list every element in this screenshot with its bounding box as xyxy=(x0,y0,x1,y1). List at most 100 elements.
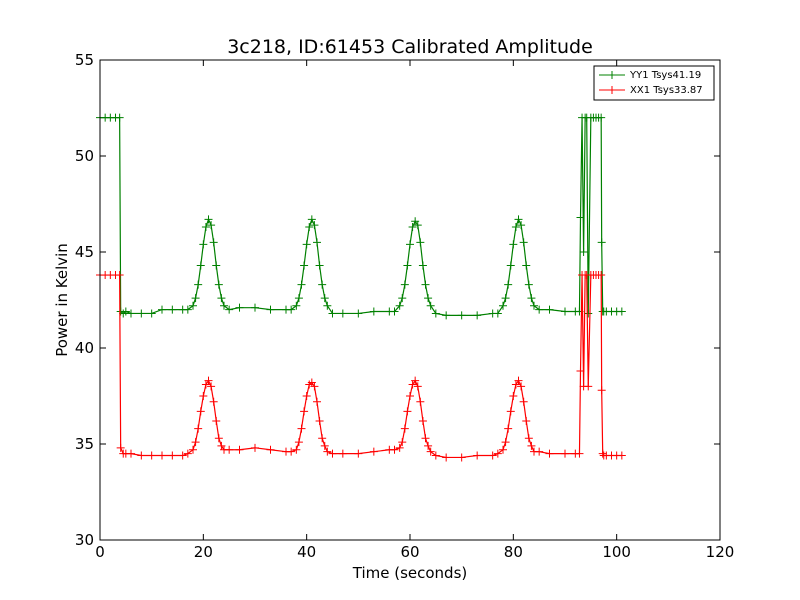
data-point xyxy=(225,445,234,454)
data-point xyxy=(191,294,200,303)
data-point xyxy=(189,445,197,454)
data-point xyxy=(398,294,407,303)
x-tick-label: 0 xyxy=(95,543,105,561)
data-point xyxy=(524,280,533,289)
data-point xyxy=(403,261,412,270)
data-point xyxy=(431,309,440,318)
data-point xyxy=(418,261,427,270)
data-point xyxy=(535,447,544,456)
data-point xyxy=(535,305,544,314)
data-point xyxy=(493,449,502,458)
data-point xyxy=(584,382,593,391)
data-point xyxy=(147,451,156,460)
data-point xyxy=(147,309,156,318)
data-point xyxy=(390,307,399,316)
data-point xyxy=(294,438,303,447)
data-point xyxy=(421,434,430,443)
data-point xyxy=(509,240,518,249)
data-point xyxy=(315,416,324,425)
data-point xyxy=(514,376,523,385)
series-line-1 xyxy=(100,274,622,459)
data-point xyxy=(597,271,606,280)
data-point xyxy=(137,451,146,460)
data-point xyxy=(597,386,606,395)
data-point xyxy=(323,301,332,310)
x-tick-label: 40 xyxy=(297,543,316,561)
plot-frame xyxy=(99,59,721,541)
data-point xyxy=(509,392,518,400)
data-point xyxy=(338,449,347,458)
data-point xyxy=(225,305,234,314)
data-point xyxy=(442,453,451,462)
data-point xyxy=(527,441,536,450)
data-point xyxy=(183,305,192,314)
y-tick-label: 45 xyxy=(75,243,94,261)
data-point xyxy=(499,301,507,310)
data-point xyxy=(199,240,208,249)
data-point xyxy=(204,376,213,385)
data-point xyxy=(421,280,430,289)
data-point xyxy=(416,238,425,247)
data-point xyxy=(424,294,433,303)
data-point xyxy=(266,305,275,314)
data-point xyxy=(530,301,538,310)
data-point xyxy=(511,223,520,232)
data-point xyxy=(338,309,347,318)
chart-title: 3c218, ID:61453 Calibrated Amplitude xyxy=(227,36,593,58)
data-point xyxy=(201,223,210,232)
data-point xyxy=(207,221,216,230)
data-point xyxy=(300,407,309,416)
data-point xyxy=(328,449,337,458)
data-point xyxy=(584,309,593,318)
data-point xyxy=(504,280,513,289)
y-tick-label: 35 xyxy=(75,435,94,453)
data-point xyxy=(194,424,203,433)
legend-label-yy1: YY1 Tsys41.19 xyxy=(629,70,701,81)
data-point xyxy=(403,407,412,416)
legend-label-xx1: XX1 Tsys33.87 xyxy=(630,85,703,96)
data-point xyxy=(493,309,502,318)
data-point xyxy=(501,294,510,303)
data-point xyxy=(501,438,510,447)
data-point xyxy=(442,311,451,320)
y-axis-label: Power in Kelvin xyxy=(53,243,71,357)
data-point xyxy=(522,416,531,425)
x-axis-label: Time (seconds) xyxy=(352,564,468,582)
x-tick-label: 120 xyxy=(706,543,735,561)
data-point xyxy=(178,451,187,460)
data-point xyxy=(323,447,332,456)
data-point xyxy=(266,445,275,454)
data-point xyxy=(561,449,569,458)
data-point xyxy=(121,307,130,316)
data-point xyxy=(313,238,321,247)
data-point xyxy=(116,443,125,452)
data-point xyxy=(418,416,427,425)
data-point xyxy=(457,453,466,462)
data-point xyxy=(310,221,319,230)
data-point xyxy=(115,271,124,280)
data-point xyxy=(212,416,221,425)
series-line-0 xyxy=(100,116,622,316)
data-point xyxy=(158,451,166,460)
data-point xyxy=(576,367,585,376)
data-point xyxy=(207,382,216,391)
data-point xyxy=(514,215,523,224)
data-point xyxy=(416,397,425,406)
data-point xyxy=(545,305,554,314)
data-point xyxy=(545,449,554,458)
data-point xyxy=(137,309,146,318)
legend-marker-xx1 xyxy=(608,86,616,94)
data-point xyxy=(315,261,324,270)
legend-marker-yy1 xyxy=(608,71,616,79)
data-point xyxy=(212,261,221,270)
data-point xyxy=(204,215,213,224)
data-point xyxy=(398,438,407,447)
data-point xyxy=(235,303,244,312)
data-point xyxy=(307,215,316,224)
data-point xyxy=(597,238,606,247)
data-point xyxy=(318,280,327,289)
data-point xyxy=(318,434,327,443)
data-point xyxy=(413,382,422,391)
data-point xyxy=(576,213,585,222)
